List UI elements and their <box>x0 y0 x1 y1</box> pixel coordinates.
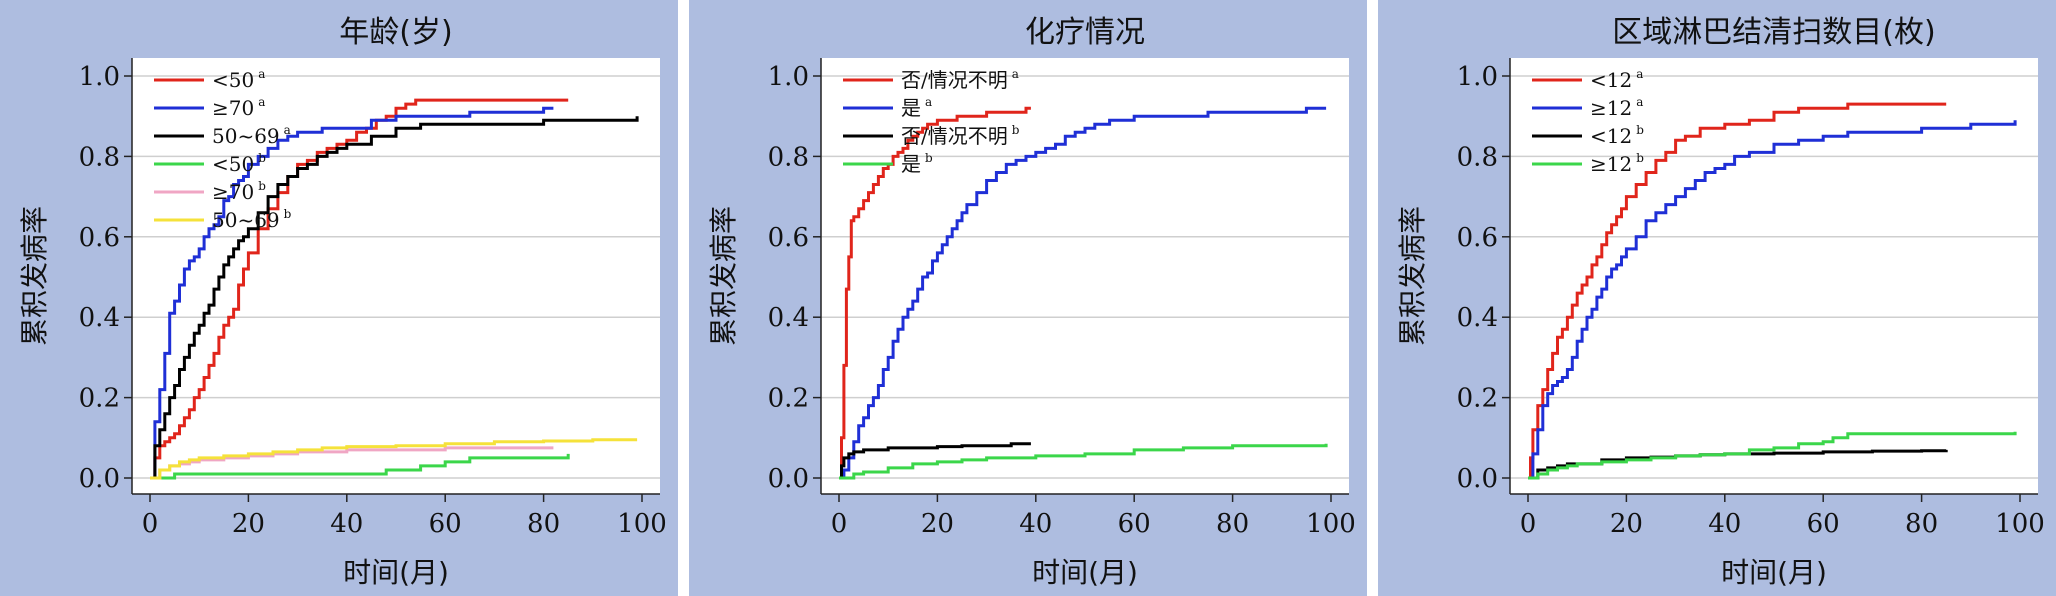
x-tick-label: 60 <box>429 509 462 539</box>
y-tick-label: 0.8 <box>79 142 120 172</box>
panel-chemo: 0.0 0.2 0.4 0.6 0.8 1.0 0 20 40 60 80 100 化疗情况时间(月) 累… <box>689 0 1367 596</box>
chart-title: 区域淋巴结清扫数目(枚) <box>1612 15 1935 50</box>
series-line-1 <box>1528 120 2017 480</box>
y-tick-label: 0.0 <box>79 464 120 494</box>
x-tick-label: 20 <box>921 509 954 539</box>
y-axis-label: 累积发病率 <box>18 206 51 346</box>
y-tick-label: 0.6 <box>79 223 120 253</box>
y-tick-label: 0.2 <box>768 384 809 414</box>
series-line-2 <box>839 442 1031 480</box>
y-tick-label: 0.0 <box>768 464 809 494</box>
x-tick-label: 60 <box>1807 509 1840 539</box>
x-axis-label: 时间(月) <box>1032 556 1138 589</box>
x-axis-label: 时间(月) <box>1721 556 1827 589</box>
legend-superscript: a <box>258 67 265 81</box>
series-line-0 <box>1528 102 1947 480</box>
y-tick-label: 1.0 <box>1457 62 1498 92</box>
y-tick-label: 1.0 <box>79 62 120 92</box>
legend-superscript: b <box>258 151 266 165</box>
panel-age: 0.0 0.2 0.4 0.6 0.8 1.0 0 20 40 60 80 100 年龄(岁) 时间(月)… <box>0 0 678 596</box>
y-tick-label: 1.0 <box>768 62 809 92</box>
series-line-2 <box>150 116 639 480</box>
chart-age: 0.0 0.2 0.4 0.6 0.8 1.0 0 20 40 60 80 100 年龄(岁) 时间(月)… <box>0 0 678 596</box>
y-tick-label: 0.8 <box>1457 142 1498 172</box>
legend-label: 50~69 b <box>212 207 292 232</box>
series-line-3 <box>839 443 1328 480</box>
x-tick-label: 100 <box>1995 509 2045 539</box>
legend-label: 否/情况不明 a <box>901 67 1019 92</box>
legend-superscript: b <box>1012 123 1020 137</box>
chart-lymph-nodes: 0.0 0.2 0.4 0.6 0.8 1.0 0 20 40 60 80 100 区域淋巴结清扫数目(… <box>1378 0 2056 596</box>
legend-label: 50~69 a <box>212 123 291 148</box>
legend-superscript: b <box>1636 151 1644 165</box>
series-line-1 <box>150 106 554 480</box>
y-tick-label: 0.0 <box>1457 464 1498 494</box>
y-tick-label: 0.6 <box>1457 223 1498 253</box>
y-tick-label: 0.2 <box>79 384 120 414</box>
x-tick-label: 60 <box>1118 509 1151 539</box>
y-tick-label: 0.4 <box>1457 303 1498 333</box>
legend-label: 否/情况不明 b <box>901 123 1020 148</box>
plot-area <box>1510 58 2038 494</box>
y-axis-label: 累积发病率 <box>1396 206 1429 346</box>
x-tick-label: 0 <box>142 509 159 539</box>
x-axis-label: 时间(月) <box>343 556 449 589</box>
chart-title: 年龄(岁) <box>339 15 452 50</box>
series-line-3 <box>150 453 570 480</box>
x-tick-label: 40 <box>1019 509 1052 539</box>
legend-superscript: a <box>925 95 932 109</box>
legend-superscript: b <box>925 151 933 165</box>
series-line-3 <box>1528 431 2017 480</box>
x-tick-label: 100 <box>617 509 667 539</box>
chart-title: 化疗情况 <box>1025 15 1145 50</box>
legend-superscript: a <box>1636 95 1643 109</box>
legend-superscript: b <box>258 179 266 193</box>
legend-superscript: a <box>284 123 291 137</box>
y-axis-label: 累积发病率 <box>707 206 740 346</box>
y-tick-label: 0.4 <box>768 303 809 333</box>
x-tick-label: 20 <box>232 509 265 539</box>
x-tick-label: 0 <box>1520 509 1537 539</box>
legend-superscript: a <box>258 95 265 109</box>
legend-superscript: b <box>1636 123 1644 137</box>
legend-superscript: b <box>284 207 292 221</box>
x-tick-label: 80 <box>1216 509 1249 539</box>
y-tick-label: 0.6 <box>768 223 809 253</box>
x-tick-label: 20 <box>1610 509 1643 539</box>
series-line-0 <box>839 106 1031 480</box>
series-line-5 <box>150 438 638 480</box>
series-line-1 <box>839 106 1327 480</box>
x-tick-label: 40 <box>330 509 363 539</box>
x-tick-label: 40 <box>1708 509 1741 539</box>
x-tick-label: 80 <box>1905 509 1938 539</box>
y-tick-label: 0.4 <box>79 303 120 333</box>
x-tick-label: 0 <box>831 509 848 539</box>
y-tick-label: 0.2 <box>1457 384 1498 414</box>
x-tick-label: 100 <box>1306 509 1356 539</box>
legend-superscript: a <box>1636 67 1643 81</box>
panel-lymph: 0.0 0.2 0.4 0.6 0.8 1.0 0 20 40 60 80 100 区域淋巴结清扫数目(… <box>1378 0 2056 596</box>
x-tick-label: 80 <box>527 509 560 539</box>
legend-superscript: a <box>1012 67 1019 81</box>
y-tick-label: 0.8 <box>768 142 809 172</box>
series-line-0 <box>150 98 569 480</box>
